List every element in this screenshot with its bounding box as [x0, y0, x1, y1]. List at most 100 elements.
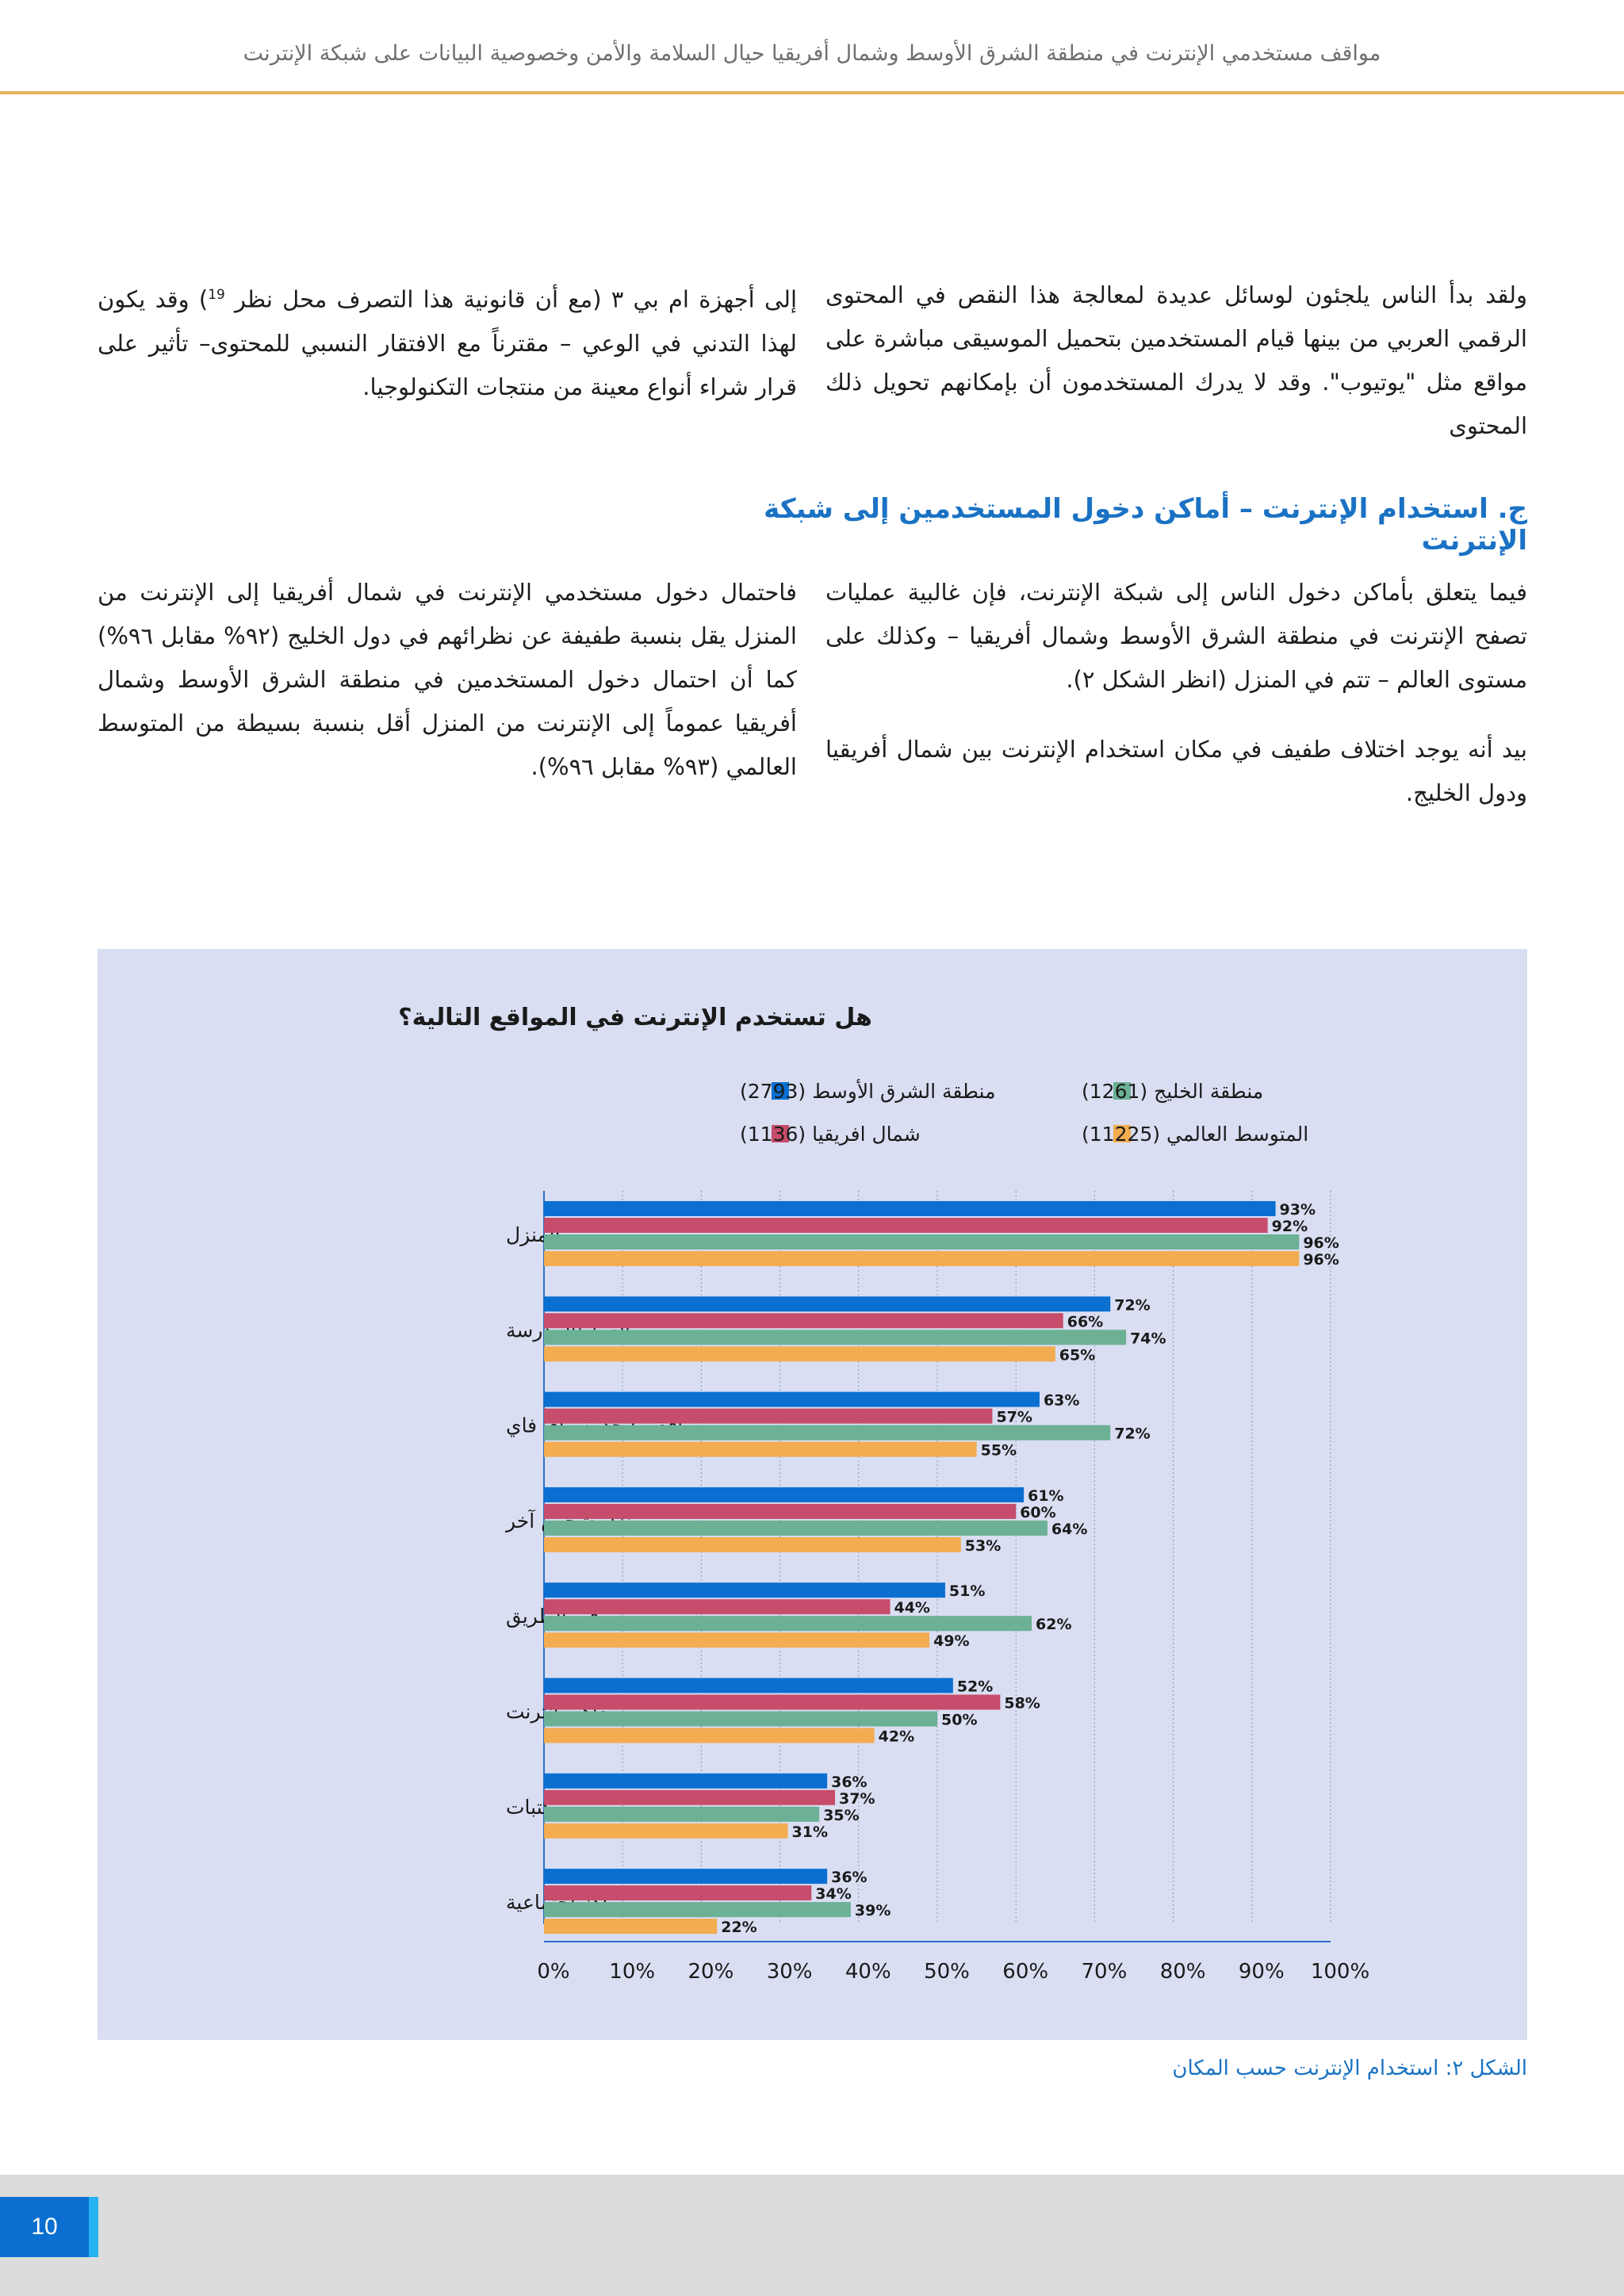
bar-north_africa	[544, 1789, 836, 1805]
x-tick-label: 20%	[688, 1960, 734, 1984]
section-heading: ج. استخدام الإنترنت – أماكن دخول المستخد…	[764, 493, 1527, 557]
data-label: 96%	[1303, 1251, 1339, 1269]
data-label: 39%	[855, 1902, 891, 1919]
legend-label-global: المتوسط العالمي (11225)	[1082, 1123, 1308, 1146]
intro-paragraph-right: ولقد بدأ الناس يلجئون لوسائل عديدة لمعال…	[825, 281, 1527, 439]
legend-label-north_africa: شمال افريقيا (1136)	[740, 1123, 921, 1146]
legend-label-gulf: منطقة الخليج (1261)	[1082, 1080, 1263, 1104]
legend-swatch-north_africa	[772, 1125, 789, 1142]
bar-north_africa	[544, 1885, 812, 1901]
x-tick-label: 50%	[924, 1960, 970, 1984]
bar-mena	[544, 1487, 1025, 1502]
chart-panel: هل تستخدم الإنترنت في المواقع التالية؟ من…	[98, 949, 1527, 2040]
data-label: 74%	[1130, 1330, 1166, 1347]
data-label: 22%	[721, 1919, 756, 1936]
bar-gulf	[544, 1616, 1032, 1632]
data-label: 92%	[1272, 1218, 1308, 1235]
data-label: 66%	[1067, 1313, 1103, 1330]
bar-global	[544, 1346, 1055, 1362]
section-paragraph-right-1: فيما يتعلق بأماكن دخول الناس إلى شبكة ال…	[825, 579, 1527, 693]
data-label: 61%	[1028, 1487, 1063, 1505]
bar-north_africa	[544, 1218, 1268, 1233]
bar-global	[544, 1919, 718, 1934]
bar-mena	[544, 1582, 945, 1598]
x-tick-label: 40%	[845, 1960, 891, 1984]
bar-north_africa	[544, 1694, 1001, 1710]
bar-north_africa	[544, 1408, 993, 1424]
data-label: 55%	[981, 1442, 1017, 1460]
x-tick-label: 10%	[609, 1960, 655, 1984]
page-number: 10	[0, 2197, 89, 2257]
data-label: 93%	[1280, 1201, 1316, 1219]
data-label: 72%	[1114, 1296, 1150, 1314]
data-label: 62%	[1036, 1616, 1071, 1633]
bar-gulf	[544, 1234, 1300, 1249]
data-label: 37%	[839, 1790, 875, 1808]
footer-band	[0, 2175, 1624, 2296]
legend-swatch-global	[1113, 1125, 1131, 1142]
data-label: 36%	[831, 1869, 867, 1886]
data-label: 57%	[996, 1409, 1032, 1426]
bar-gulf	[544, 1330, 1127, 1345]
data-label: 58%	[1004, 1695, 1040, 1712]
bar-north_africa	[544, 1313, 1063, 1329]
bar-gulf	[544, 1902, 851, 1918]
bar-mena	[544, 1296, 1111, 1312]
data-label: 72%	[1114, 1425, 1150, 1443]
data-label: 35%	[823, 1807, 859, 1824]
data-label: 53%	[965, 1537, 1001, 1555]
intro-left-text-1: إلى أجهزة ام بي ٣ (مع أن قانونية هذا الت…	[235, 285, 798, 313]
x-tick-label: 30%	[767, 1960, 813, 1984]
footnote-ref[interactable]: 19	[208, 287, 225, 303]
data-label: 44%	[894, 1599, 929, 1617]
bar-global	[544, 1632, 930, 1648]
data-label: 31%	[792, 1823, 828, 1841]
bar-global	[544, 1728, 875, 1743]
bar-mena	[544, 1678, 953, 1693]
x-tick-label: 100%	[1311, 1960, 1369, 1984]
bar-mena	[544, 1773, 828, 1789]
data-label: 64%	[1051, 1521, 1087, 1538]
data-label: 63%	[1044, 1392, 1079, 1410]
bar-global	[544, 1823, 788, 1839]
x-tick-label: 60%	[1002, 1960, 1048, 1984]
page-badge-accent	[89, 2197, 98, 2257]
figure-caption: الشكل ٢: استخدام الإنترنت حسب المكان	[1172, 2057, 1527, 2080]
header-title: مواقف مستخدمي الإنترنت في منطقة الشرق ال…	[243, 41, 1381, 66]
data-label: 50%	[941, 1712, 977, 1729]
data-label: 65%	[1059, 1346, 1095, 1364]
section-paragraph-left: فاحتمال دخول مستخدمي الإنترنت في شمال أف…	[98, 579, 797, 780]
bar-north_africa	[544, 1599, 891, 1615]
data-label: 60%	[1020, 1504, 1055, 1521]
header-rule	[0, 91, 1624, 94]
bar-gulf	[544, 1520, 1048, 1536]
data-label: 52%	[957, 1678, 993, 1696]
data-label: 96%	[1303, 1234, 1339, 1252]
bar-mena	[544, 1391, 1040, 1407]
legend-swatch-mena	[772, 1082, 789, 1100]
location-usage-chart: هل تستخدم الإنترنت في المواقع التالية؟ من…	[398, 1004, 1369, 1984]
x-tick-label: 90%	[1239, 1960, 1285, 1984]
data-label: 34%	[815, 1885, 851, 1903]
bar-global	[544, 1536, 961, 1552]
data-label: 51%	[949, 1582, 985, 1600]
intro-left-text-2: ) وقد يكون لهذا التدني في الوعي – مقترنا…	[98, 285, 797, 400]
bar-mena	[544, 1201, 1276, 1216]
legend-label-mena: منطقة الشرق الأوسط (2793)	[740, 1078, 996, 1104]
data-label: 36%	[831, 1774, 867, 1791]
bar-mena	[544, 1869, 828, 1885]
intro-paragraph-left: إلى أجهزة ام بي ٣ (مع أن قانونية هذا الت…	[98, 274, 797, 409]
data-label: 42%	[879, 1728, 914, 1746]
legend-swatch-gulf	[1113, 1082, 1131, 1100]
bar-global	[544, 1441, 977, 1457]
bar-global	[544, 1251, 1300, 1266]
section-paragraph-right-2: بيد أنه يوجد اختلاف طفيف في مكان استخدام…	[825, 736, 1527, 806]
bar-gulf	[544, 1711, 937, 1727]
bar-gulf	[544, 1425, 1111, 1441]
data-label: 49%	[933, 1632, 969, 1650]
x-tick-label: 0%	[537, 1960, 569, 1984]
bar-north_africa	[544, 1503, 1017, 1519]
x-tick-label: 70%	[1082, 1960, 1128, 1984]
x-tick-label: 80%	[1160, 1960, 1206, 1984]
chart-title: هل تستخدم الإنترنت في المواقع التالية؟	[398, 1004, 872, 1031]
